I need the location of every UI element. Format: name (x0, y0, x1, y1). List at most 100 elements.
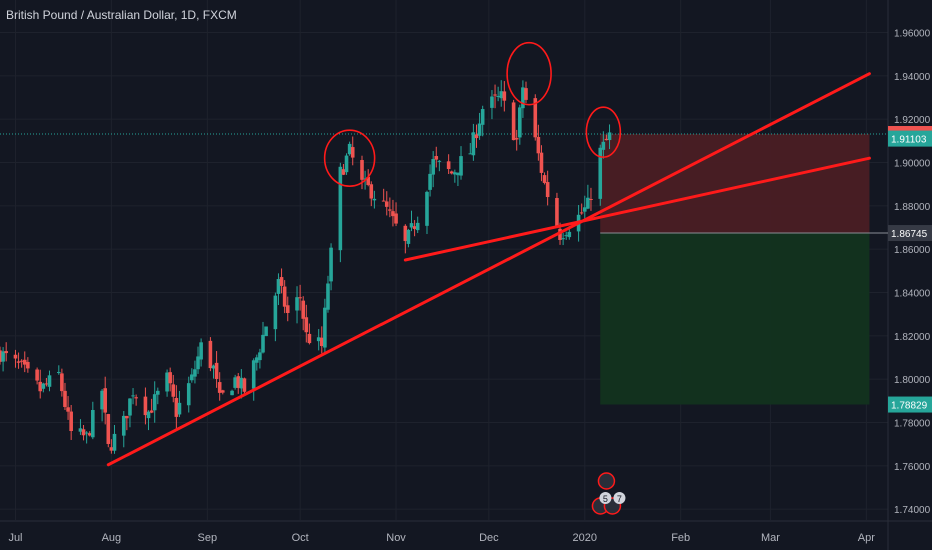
price-level-tag (888, 225, 932, 242)
candle-body (468, 153, 473, 155)
candle-body (149, 410, 154, 413)
price-level-tag (888, 396, 932, 413)
candle-body (347, 143, 352, 155)
candle-body (143, 396, 148, 416)
candle-body (282, 286, 287, 307)
candle-body (63, 390, 67, 407)
candle-body (409, 223, 414, 228)
candle-body (171, 384, 176, 397)
candle-body (301, 300, 306, 319)
price-axis[interactable]: 1.74000 1.76000 1.78000 1.80000 1.82000 1.840… (888, 29, 932, 517)
candle-body (453, 172, 457, 175)
candle-body (307, 333, 312, 344)
candle-body (536, 136, 541, 154)
candle-body (242, 378, 247, 392)
candle-body (174, 397, 179, 417)
candle-body (81, 429, 86, 436)
candle-body (69, 411, 73, 432)
candle-body (431, 159, 435, 175)
candle-body (295, 297, 299, 311)
candle-body (391, 211, 395, 217)
candle-body (502, 91, 507, 101)
price-tick-label: 1.94000 (894, 72, 931, 83)
candle-body (434, 156, 439, 160)
candle-body (208, 340, 213, 369)
candle-body (19, 360, 24, 362)
candle-body (474, 134, 479, 139)
candle-body (338, 166, 343, 251)
candle-body (190, 374, 194, 381)
candle-body (496, 95, 500, 97)
candle-body (165, 372, 169, 392)
candle-body (91, 409, 95, 438)
candle-body (230, 390, 234, 396)
candle-body (604, 138, 609, 141)
candle-body (211, 365, 216, 369)
candle-body (350, 147, 355, 158)
candle-body (233, 377, 237, 388)
candle-body (363, 178, 367, 180)
annotations (106, 41, 871, 467)
candles (0, 80, 612, 454)
candle-body (598, 147, 603, 199)
time-tick-label: Jul (8, 532, 22, 544)
candle-body (326, 283, 330, 310)
candle-body (558, 228, 562, 240)
candle-body (384, 201, 389, 207)
candle-body (366, 176, 370, 185)
highlight-circle (506, 41, 552, 106)
price-tick-label: 1.74000 (894, 505, 931, 516)
candle-body (220, 390, 225, 393)
candle-body (415, 222, 420, 231)
candle-body (255, 357, 259, 363)
candle-body (582, 207, 587, 212)
time-tick-label: Sep (198, 532, 218, 544)
candle-body (273, 295, 278, 330)
candle-body (84, 432, 89, 434)
candle-body (193, 369, 197, 377)
candle-body (298, 297, 302, 299)
candle-body (285, 305, 290, 313)
candle-body (261, 334, 265, 353)
candle-body (239, 377, 244, 389)
candle-body (186, 383, 191, 406)
candle-body (1, 351, 5, 362)
candle-body (264, 326, 268, 337)
candle-body (459, 156, 463, 176)
candle-body (542, 175, 547, 183)
take-profit-zone (600, 233, 870, 405)
candle-body (381, 200, 386, 202)
candle-body (112, 433, 117, 451)
candle-body (38, 381, 43, 392)
candle-body (155, 390, 160, 395)
candle-body (524, 88, 528, 100)
candle-body (109, 447, 114, 451)
time-tick-label: Apr (858, 532, 875, 544)
candle-body (518, 107, 522, 138)
candle-body (555, 198, 559, 226)
candle-body (316, 337, 321, 342)
candle-body (406, 229, 411, 244)
time-axis[interactable]: Jul Aug Sep Oct Nov Dec 2020 Feb Mar Apr (8, 532, 875, 544)
time-tick-label: Nov (386, 532, 406, 544)
candle-body (477, 123, 482, 136)
candle-body (579, 212, 584, 214)
event-badge (613, 492, 626, 504)
candle-body (168, 372, 172, 384)
candle-body (490, 96, 494, 108)
candle-body (521, 87, 525, 109)
price-tick-label: 1.90000 (894, 159, 931, 170)
candle-body (456, 172, 460, 176)
candle-body (589, 198, 593, 200)
price-tick-label: 1.80000 (894, 375, 931, 386)
candle-body (103, 388, 107, 413)
candle-body (388, 209, 392, 211)
candle-body (561, 238, 565, 240)
candle-body (499, 91, 504, 99)
candle-body (539, 152, 544, 173)
time-tick-label: Aug (102, 532, 122, 544)
price-level-label: 1.91103 (891, 135, 927, 146)
candle-body (341, 169, 346, 175)
